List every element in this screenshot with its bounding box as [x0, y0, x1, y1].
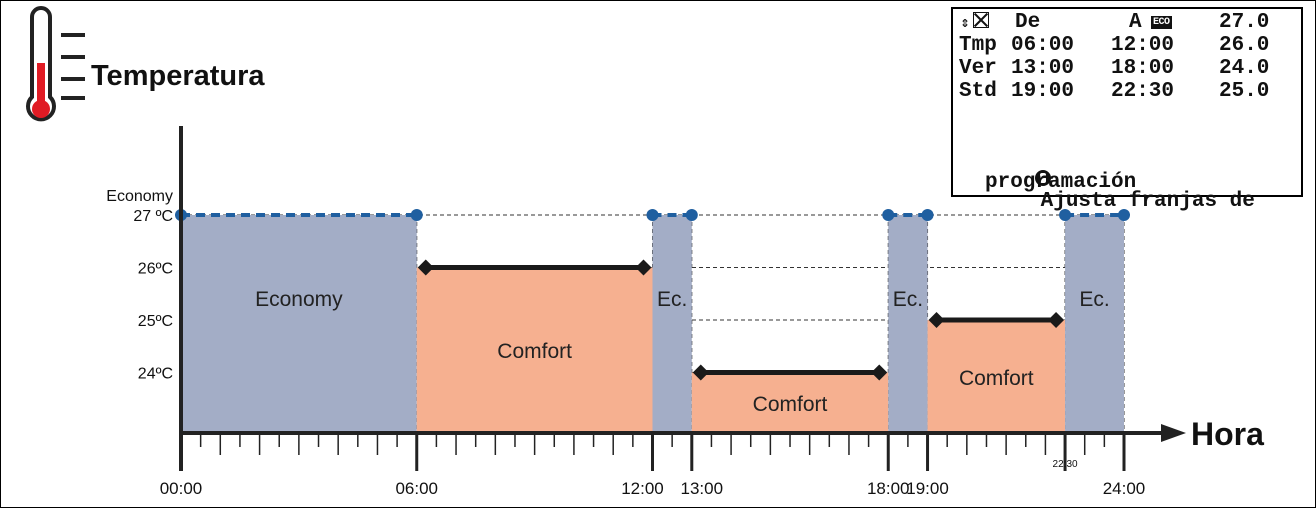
comfort-point: [692, 364, 709, 381]
chart-title: Temperatura: [91, 60, 265, 92]
checkbox-x-icon: [973, 12, 989, 28]
lcd-header-to: A: [1129, 11, 1142, 34]
comfort-block: [927, 320, 1066, 433]
comfort-point: [928, 312, 945, 328]
economy-block: [888, 215, 928, 433]
x-tick-label: 00:00: [160, 479, 203, 498]
segment-label: Comfort: [753, 393, 828, 416]
segment-label: Comfort: [497, 340, 572, 363]
lcd-row-temp: 26.0: [1219, 34, 1270, 57]
lcd-message-line2: programación: [985, 171, 1137, 194]
y-tick-label: 24ºC: [138, 366, 173, 383]
lcd-row-std: Std 19:00 22:30 25.0: [959, 80, 1269, 207]
economy-block: [181, 215, 417, 433]
lcd-row-from: 06:00: [1011, 34, 1075, 57]
economy-point: [1059, 209, 1072, 221]
economy-axis-label: Economy: [106, 188, 173, 205]
lcd-header-value: 27.0: [1219, 11, 1270, 34]
economy-block: [652, 215, 692, 433]
comfort-block: [691, 372, 889, 433]
economy-point: [921, 209, 934, 221]
economy-block: [1065, 215, 1124, 433]
y-tick-label: 27 ºC: [133, 208, 173, 225]
lcd-row-to: 18:00: [1111, 57, 1175, 80]
x-tick-label: 24:00: [1103, 479, 1146, 498]
knob-icon: [1034, 170, 1051, 186]
segment-label: Ec.: [893, 288, 923, 311]
lcd-row-to: 12:00: [1111, 34, 1175, 57]
segment-label: Comfort: [959, 367, 1034, 390]
x-tick-label: 13:00: [681, 479, 724, 498]
lcd-row-label: Tmp: [959, 34, 997, 57]
economy-point: [1118, 209, 1130, 221]
x-tick-label: 22:30: [1053, 459, 1078, 470]
lcd-row-to: 22:30: [1111, 80, 1175, 103]
updown-arrow-icon: ⇕: [960, 15, 970, 32]
lcd-row-ver: Ver 13:00 18:00 24.0: [959, 57, 1269, 184]
segment-label: Ec.: [1079, 288, 1109, 311]
comfort-point: [635, 259, 652, 276]
x-axis-arrow: [1161, 424, 1186, 442]
thermometer-icon: [26, 6, 85, 122]
x-tick-label: 06:00: [395, 479, 438, 498]
lcd-header-row: ⇕ De A ECO 27.0: [959, 12, 1299, 159]
comfort-point: [1048, 312, 1065, 328]
segment-label: Economy: [255, 288, 343, 311]
comfort-block: [416, 267, 653, 433]
y-tick-label: 25ºC: [138, 313, 173, 330]
comfort-point: [417, 259, 434, 276]
economy-point: [646, 209, 659, 221]
lcd-message-line1: Ajusta franjas de: [959, 149, 1255, 233]
economy-point: [882, 209, 895, 221]
eco-badge: ECO: [1151, 16, 1172, 29]
lcd-row-label: Ver: [959, 57, 997, 80]
segment-label: Ec.: [657, 288, 687, 311]
lcd-header-from: De: [1015, 11, 1041, 34]
lcd-row-tmp: Tmp 06:00 12:00 26.0: [959, 34, 1269, 161]
x-tick-label: 12:00: [621, 479, 664, 498]
comfort-point: [871, 364, 888, 381]
lcd-row-temp: 25.0: [1219, 80, 1270, 103]
lcd-row-temp: 24.0: [1219, 57, 1270, 80]
economy-point: [685, 209, 698, 221]
economy-point: [410, 209, 423, 221]
lcd-row-from: 19:00: [1011, 80, 1075, 103]
lcd-row-from: 13:00: [1011, 57, 1075, 80]
lcd-panel: ⇕ De A ECO 27.0 Tmp 06:00 12:00 26.0 Ver…: [951, 7, 1303, 212]
y-tick-label: 26ºC: [138, 261, 173, 278]
x-tick-label: 18:00: [867, 479, 910, 498]
lcd-message-text: Ajusta franjas de: [1040, 190, 1255, 213]
x-tick-label: 19:00: [906, 479, 949, 498]
x-axis-title: Hora: [1191, 416, 1264, 452]
lcd-row-label: Std: [959, 80, 997, 103]
